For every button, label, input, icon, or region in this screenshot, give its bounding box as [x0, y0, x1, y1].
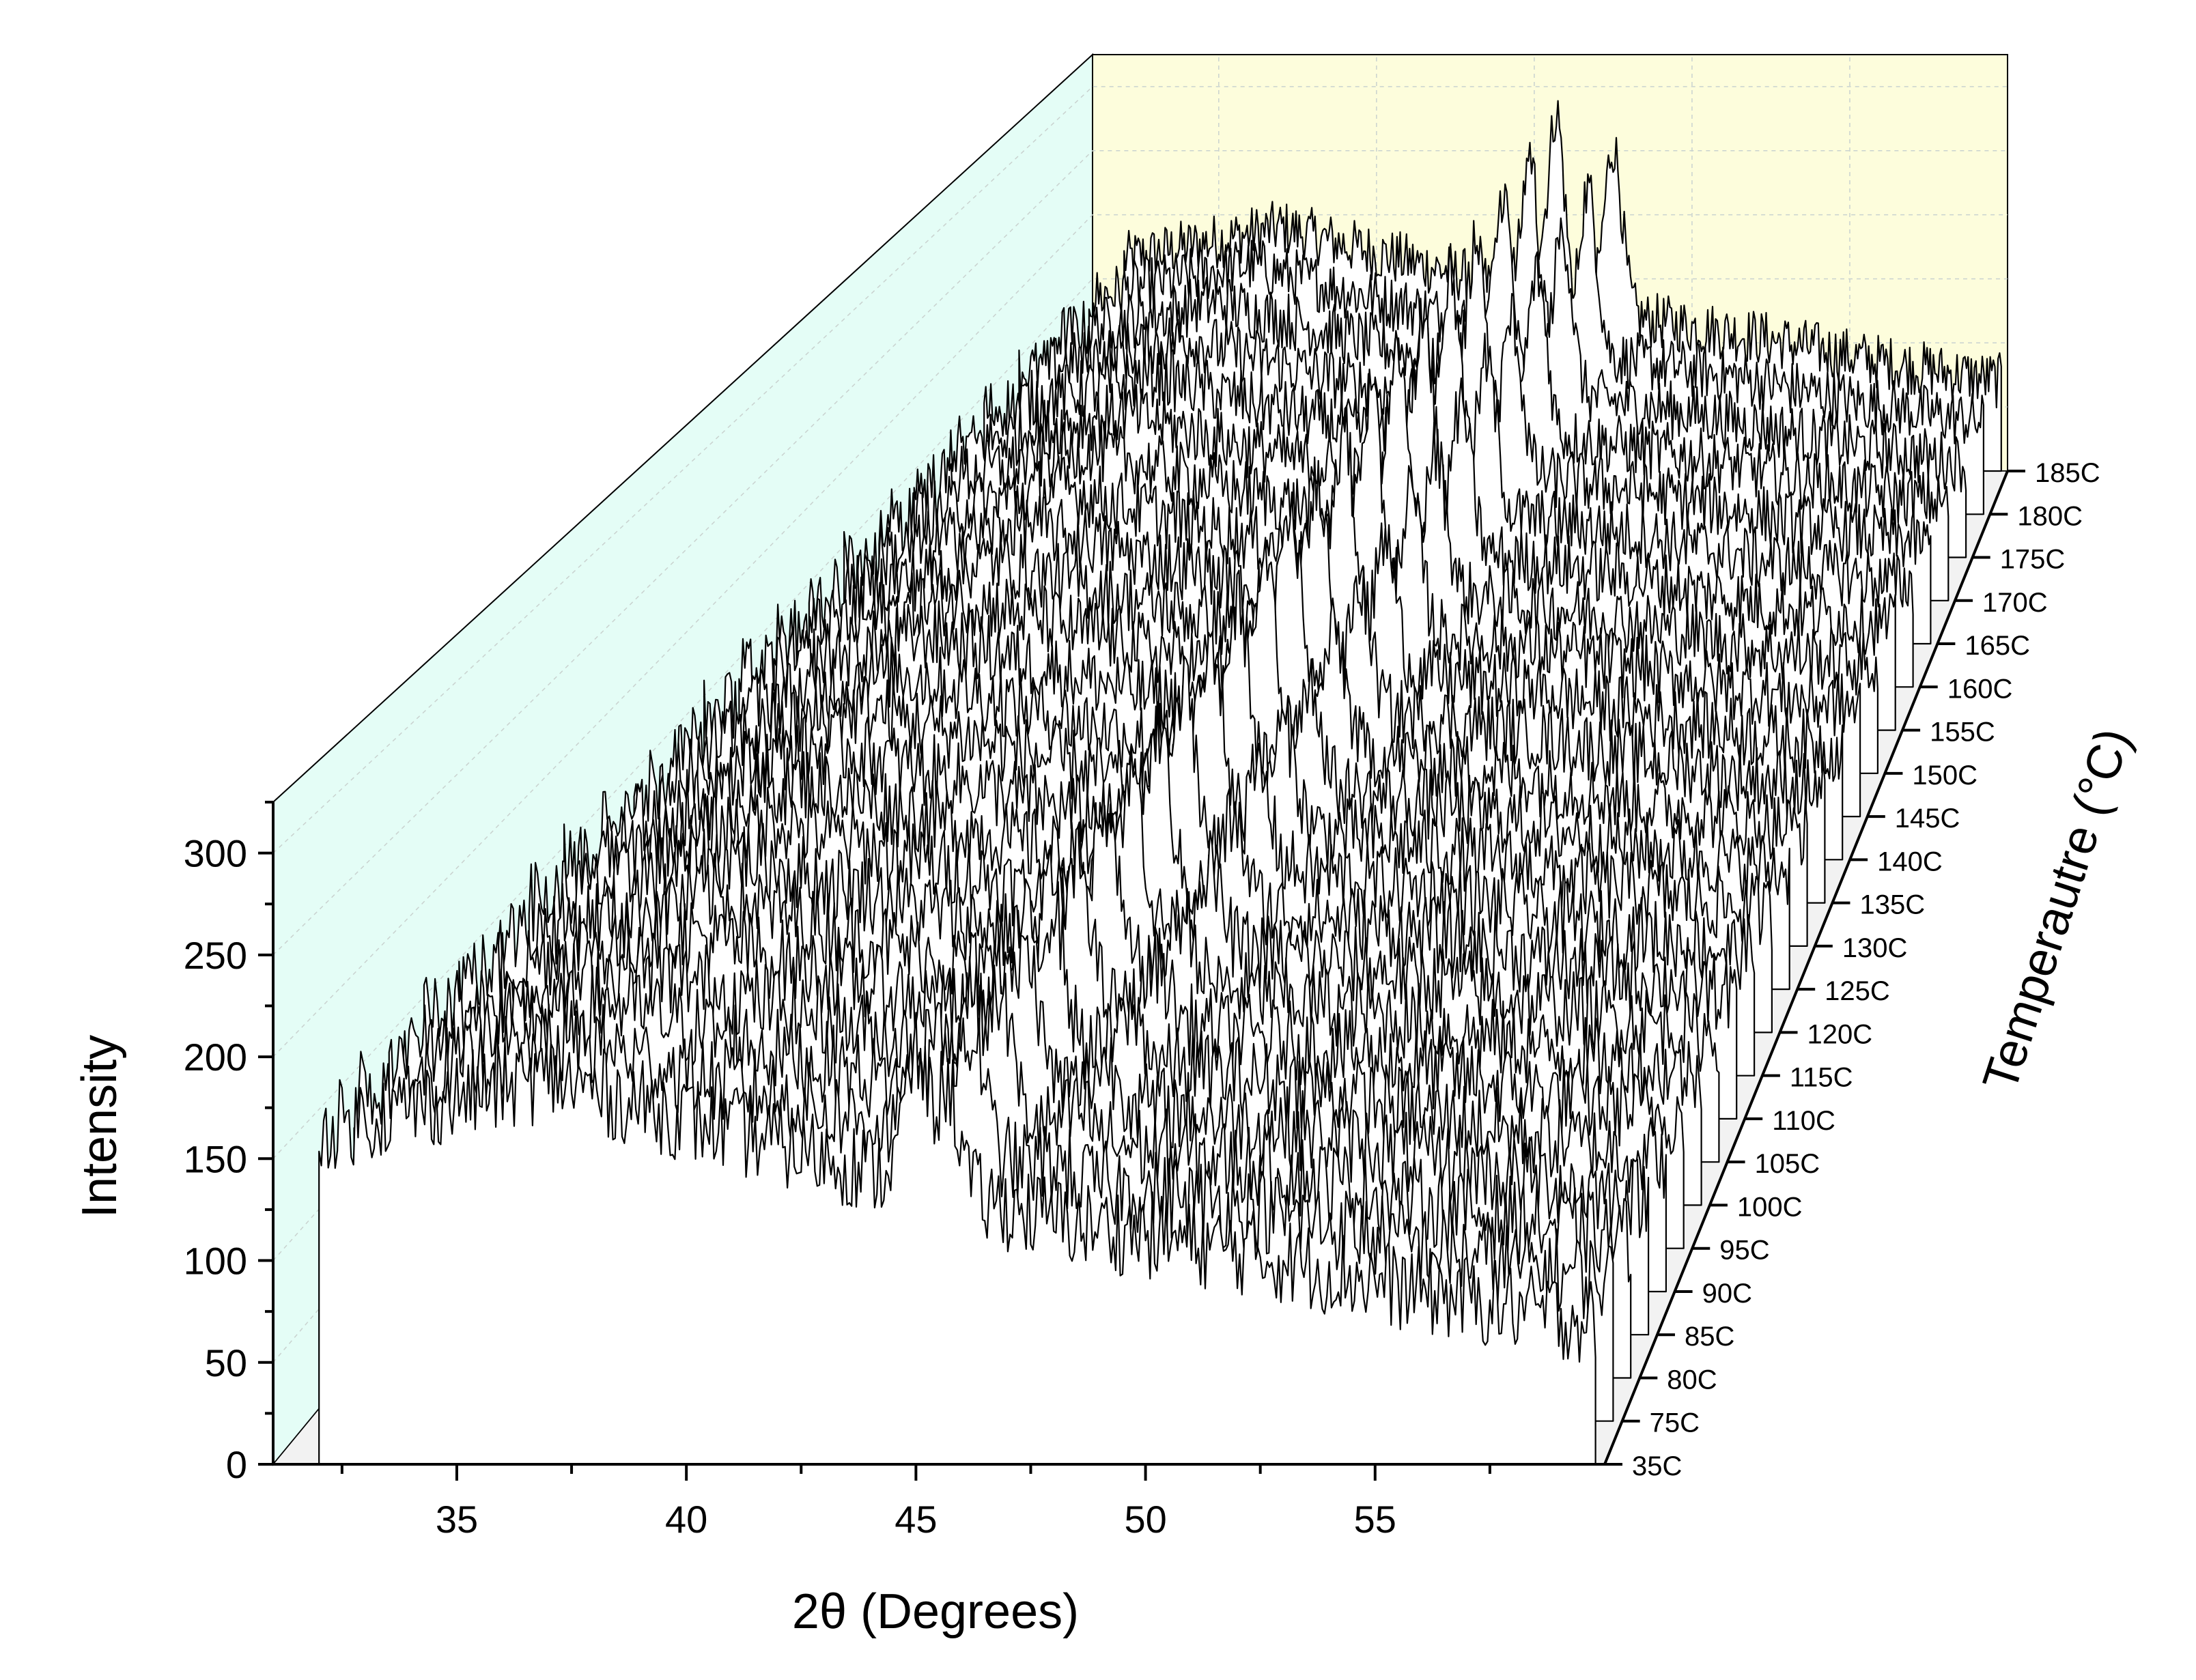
- z-tick-label: 125C: [1825, 976, 1890, 1006]
- y-tick-label: 50: [205, 1341, 247, 1384]
- z-tick-label: 115C: [1790, 1063, 1853, 1093]
- z-tick-label: 175C: [2000, 545, 2066, 575]
- z-tick-label: 180C: [2017, 501, 2083, 531]
- grid-line: [272, 150, 2008, 956]
- y-tick-label: 100: [184, 1240, 247, 1283]
- z-tick-label: 145C: [1895, 803, 1960, 834]
- series-35C: [318, 1012, 1596, 1466]
- grid-line: [272, 86, 2008, 854]
- z-tick-label: 80C: [1667, 1365, 1717, 1395]
- z-tick-label: 120C: [1807, 1019, 1873, 1049]
- z-tick-label: 90C: [1702, 1279, 1752, 1309]
- z-tick-label: 75C: [1650, 1408, 1700, 1438]
- y-tick-label: 150: [184, 1137, 247, 1180]
- y-tick-label: 0: [226, 1443, 247, 1486]
- z-tick-label: 130C: [1842, 933, 1908, 963]
- x-tick-label: 55: [1354, 1498, 1396, 1541]
- z-axis-line: [1603, 470, 2009, 1465]
- z-tick-label: 85C: [1685, 1322, 1734, 1352]
- y-tick-label: 300: [184, 832, 247, 875]
- z-tick-label: 170C: [1982, 588, 2048, 618]
- z-axis-title: Temperautre (°C): [1973, 722, 2141, 1098]
- z-tick-label: 135C: [1859, 890, 1925, 920]
- grid-line: [272, 214, 2008, 1057]
- z-tick-label: 185C: [2035, 458, 2100, 488]
- z-tick-label: 95C: [1719, 1236, 1769, 1266]
- z-tick-label: 160C: [1947, 674, 2013, 704]
- x-tick-label: 45: [895, 1498, 937, 1541]
- x-tick-label: 50: [1124, 1498, 1166, 1541]
- grid-line: [272, 278, 2008, 1159]
- z-tick-label: 155C: [1930, 717, 1995, 748]
- z-tick-label: 35C: [1632, 1451, 1682, 1481]
- z-tick-label: 150C: [1912, 760, 1977, 791]
- z-tick-label: 110C: [1772, 1106, 1835, 1136]
- z-tick-label: 105C: [1755, 1149, 1820, 1179]
- y-tick-label: 250: [184, 934, 247, 977]
- series-traces: [318, 100, 2002, 1466]
- x-axis-title: 2θ (Degrees): [792, 1584, 1079, 1639]
- y-axis-title: Intensity: [72, 1035, 127, 1218]
- z-tick-label: 140C: [1877, 846, 1943, 877]
- axes: 0 50 100 150 200 250 300 35 40 45 50 55 35C 75C 80C 85C…: [184, 458, 2100, 1541]
- z-tick-label: 100C: [1737, 1192, 1803, 1222]
- y-tick-label: 200: [184, 1036, 247, 1079]
- x-tick-label: 35: [436, 1498, 478, 1541]
- z-tick-label: 165C: [1965, 631, 2030, 661]
- x-tick-label: 40: [665, 1498, 707, 1541]
